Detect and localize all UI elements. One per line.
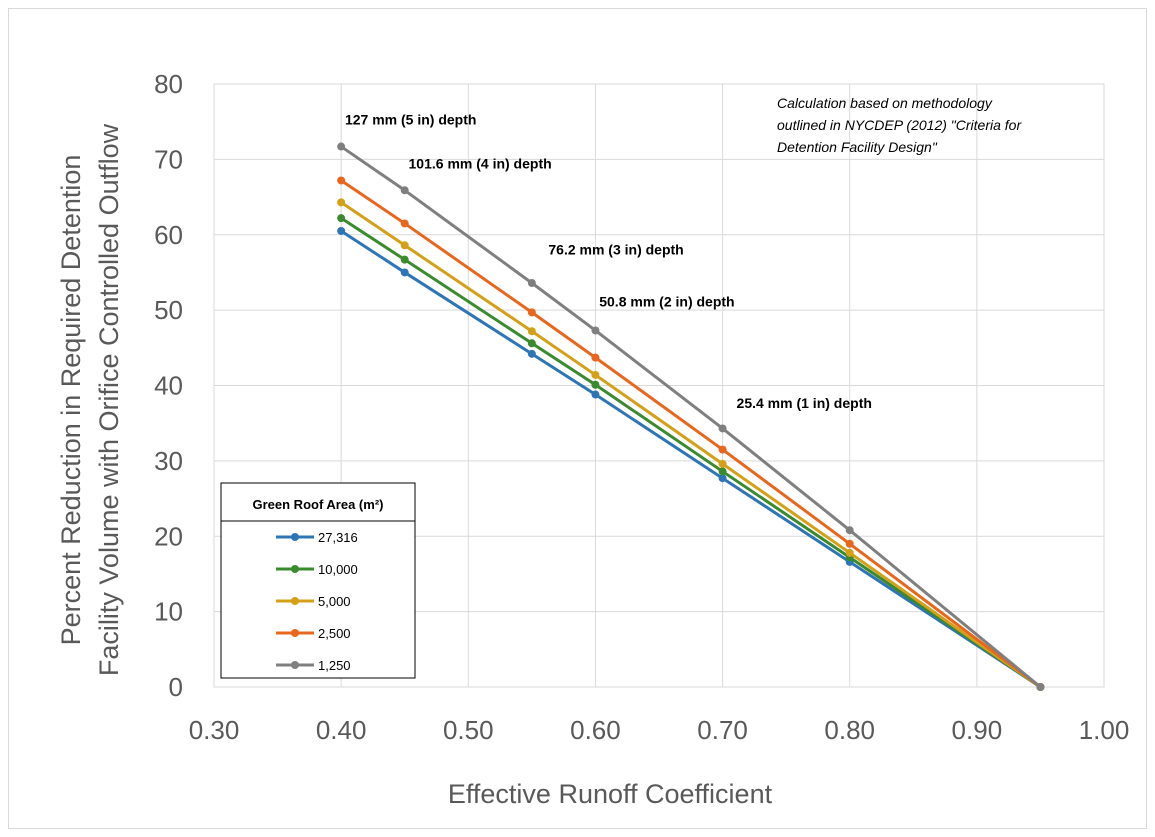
x-tick-label: 0.60 bbox=[570, 715, 621, 745]
data-point bbox=[527, 327, 536, 336]
y-tick-label: 10 bbox=[154, 597, 183, 627]
data-point bbox=[527, 278, 536, 287]
data-point bbox=[591, 380, 600, 389]
depth-label: 76.2 mm (3 in) depth bbox=[548, 241, 683, 257]
y-axis-title: Percent Reduction in Required Detention … bbox=[56, 123, 124, 676]
depth-label: 25.4 mm (1 in) depth bbox=[737, 395, 872, 411]
legend-body-box bbox=[220, 520, 416, 679]
legend-swatch-marker bbox=[291, 565, 299, 573]
y-axis-ticks: 0 10 20 30 40 50 60 70 80 bbox=[154, 69, 183, 702]
depth-annotations: 127 mm (5 in) depth 101.6 mm (4 in) depth… bbox=[345, 112, 872, 411]
depth-label: 101.6 mm (4 in) depth bbox=[409, 155, 552, 171]
data-point bbox=[337, 176, 346, 185]
legend-label: 27,316 bbox=[318, 530, 358, 545]
legend-items: 27,316 10,000 5,000 2,500 1,250 bbox=[276, 530, 358, 673]
legend-swatch-marker bbox=[291, 533, 299, 541]
x-axis-title: Effective Runoff Coefficient bbox=[448, 779, 773, 809]
data-point bbox=[400, 219, 409, 228]
y-tick-label: 30 bbox=[154, 446, 183, 476]
legend-item: 2,500 bbox=[276, 626, 351, 641]
legend-swatch-marker bbox=[291, 661, 299, 669]
y-tick-label: 0 bbox=[169, 672, 183, 702]
series-line bbox=[340, 145, 1042, 689]
legend-item: 27,316 bbox=[276, 530, 358, 545]
legend-swatch-marker bbox=[291, 629, 299, 637]
data-point bbox=[527, 349, 536, 358]
data-point bbox=[591, 390, 600, 399]
data-point bbox=[400, 268, 409, 277]
y-tick-label: 40 bbox=[154, 371, 183, 401]
data-point bbox=[591, 353, 600, 362]
legend-label: 1,250 bbox=[318, 658, 351, 673]
data-point bbox=[718, 424, 727, 433]
data-point bbox=[845, 539, 854, 548]
y-tick-label: 70 bbox=[154, 144, 183, 174]
data-point bbox=[718, 445, 727, 454]
data-point bbox=[718, 474, 727, 483]
data-point bbox=[591, 370, 600, 379]
legend-item: 1,250 bbox=[276, 658, 351, 673]
data-point bbox=[845, 548, 854, 557]
legend: Green Roof Area (m²) 27,316 10,000 5,000 2,… bbox=[220, 482, 416, 679]
y-tick-label: 50 bbox=[154, 295, 183, 325]
y-tick-label: 60 bbox=[154, 220, 183, 250]
data-point bbox=[845, 526, 854, 535]
data-point bbox=[718, 459, 727, 468]
note-line-1: Calculation based on methodology bbox=[777, 95, 993, 111]
data-point bbox=[591, 326, 600, 335]
note-line-2: outlined in NYCDEP (2012) "Criteria for bbox=[777, 117, 1022, 133]
legend-label: 10,000 bbox=[318, 562, 358, 577]
plot-area-border bbox=[213, 83, 1105, 688]
data-point bbox=[337, 226, 346, 235]
data-point bbox=[400, 186, 409, 195]
y-tick-label: 80 bbox=[154, 69, 183, 99]
legend-label: 5,000 bbox=[318, 594, 351, 609]
legend-title: Green Roof Area (m²) bbox=[253, 497, 384, 512]
data-point bbox=[337, 198, 346, 207]
y-tick-label: 20 bbox=[154, 521, 183, 551]
legend-swatch-marker bbox=[291, 597, 299, 605]
x-tick-label: 0.50 bbox=[443, 715, 494, 745]
legend-label: 2,500 bbox=[318, 626, 351, 641]
x-tick-label: 0.30 bbox=[189, 715, 240, 745]
series-lines bbox=[337, 142, 1045, 691]
series-line bbox=[340, 179, 1042, 689]
data-point bbox=[527, 308, 536, 317]
depth-label: 127 mm (5 in) depth bbox=[345, 112, 476, 128]
series-1250 bbox=[337, 142, 1045, 691]
x-tick-label: 0.80 bbox=[824, 715, 875, 745]
y-axis-title-line-1: Percent Reduction in Required Detention bbox=[56, 155, 86, 646]
data-point bbox=[337, 142, 346, 151]
legend-title-box bbox=[220, 482, 416, 528]
x-tick-label: 0.70 bbox=[697, 715, 748, 745]
x-tick-label: 1.00 bbox=[1079, 715, 1130, 745]
legend-item: 10,000 bbox=[276, 562, 358, 577]
legend-item: 5,000 bbox=[276, 594, 351, 609]
note-line-3: Detention Facility Design" bbox=[777, 139, 938, 155]
data-point bbox=[527, 339, 536, 348]
x-axis-ticks: 0.30 0.40 0.50 0.60 0.70 0.80 0.90 1.00 bbox=[189, 715, 1130, 745]
data-point bbox=[400, 241, 409, 250]
x-tick-label: 0.90 bbox=[952, 715, 1003, 745]
series-line bbox=[340, 201, 1042, 689]
data-point bbox=[337, 214, 346, 223]
methodology-note: Calculation based on methodology outline… bbox=[777, 95, 1022, 155]
series-27316 bbox=[337, 226, 1045, 691]
depth-label: 50.8 mm (2 in) depth bbox=[599, 293, 734, 309]
series-line bbox=[340, 216, 1042, 689]
data-point bbox=[400, 255, 409, 264]
data-point bbox=[718, 467, 727, 476]
chart-frame bbox=[8, 8, 1147, 829]
x-tick-label: 0.40 bbox=[316, 715, 367, 745]
data-point bbox=[1036, 683, 1045, 691]
y-axis-title-line-2: Facility Volume with Orifice Controlled … bbox=[94, 123, 124, 676]
